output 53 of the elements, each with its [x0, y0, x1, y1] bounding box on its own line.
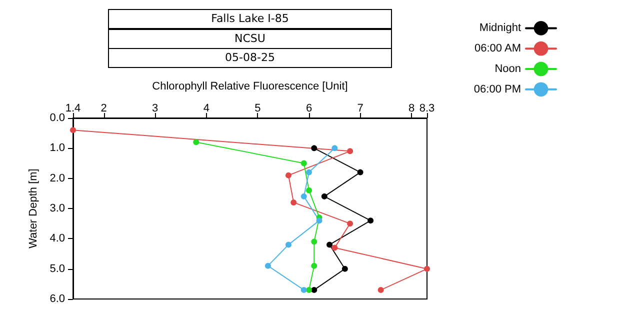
point — [300, 286, 307, 293]
point — [368, 218, 374, 224]
point — [342, 266, 348, 272]
point — [264, 262, 271, 269]
legend-label: 06:00 AM — [474, 42, 521, 55]
x-tick-label: 7 — [357, 102, 364, 114]
point — [285, 242, 292, 248]
point — [347, 220, 354, 227]
point — [378, 286, 384, 293]
legend-label: 06:00 PM — [474, 83, 521, 96]
point — [290, 199, 297, 206]
point — [347, 148, 354, 154]
point — [306, 187, 312, 194]
x-tick-label: 4 — [203, 102, 210, 114]
y-axis-title: Water Depth [m] — [27, 168, 40, 248]
y-tick-label: 2.0 — [50, 172, 65, 184]
point — [321, 193, 328, 200]
chart-title: Falls Lake I-85 — [108, 9, 392, 29]
point — [70, 127, 76, 134]
point — [326, 242, 333, 248]
point — [424, 266, 430, 272]
chart-subtitle: NCSU — [108, 28, 392, 48]
point — [311, 262, 318, 269]
point — [316, 218, 322, 224]
legend-label: Noon — [494, 63, 521, 75]
point — [306, 169, 312, 176]
x-tick-label: 8.3 — [419, 102, 435, 114]
point — [306, 286, 312, 293]
x-tick-label: 1.4 — [65, 102, 81, 114]
y-tick-label: 4.0 — [50, 232, 65, 245]
point — [311, 145, 318, 152]
y-tick-label: 6.0 — [50, 293, 65, 305]
x-axis-title: Chlorophyll Relative Fluorescence [Unit] — [152, 80, 348, 92]
y-tick-label: 3.0 — [50, 202, 65, 214]
point — [285, 172, 292, 178]
point — [332, 145, 338, 152]
point — [311, 286, 318, 293]
text: 05-08-25 — [108, 48, 392, 68]
x-tick-label: 5 — [254, 102, 261, 114]
x-tick-label: 6 — [306, 102, 312, 114]
legend-label: Midnight — [479, 22, 521, 34]
point — [332, 244, 338, 251]
point — [311, 238, 318, 245]
x-tick-label: 2 — [100, 102, 107, 114]
y-tick-label: 5.0 — [50, 262, 65, 275]
point — [193, 139, 200, 146]
x-tick-label: 3 — [152, 102, 158, 114]
point — [357, 169, 364, 176]
y-tick-label: 0.0 — [50, 112, 65, 124]
point — [300, 193, 307, 200]
point — [300, 160, 307, 166]
x-tick-label: 8 — [408, 102, 415, 114]
y-tick-label: 1.0 — [50, 142, 65, 154]
